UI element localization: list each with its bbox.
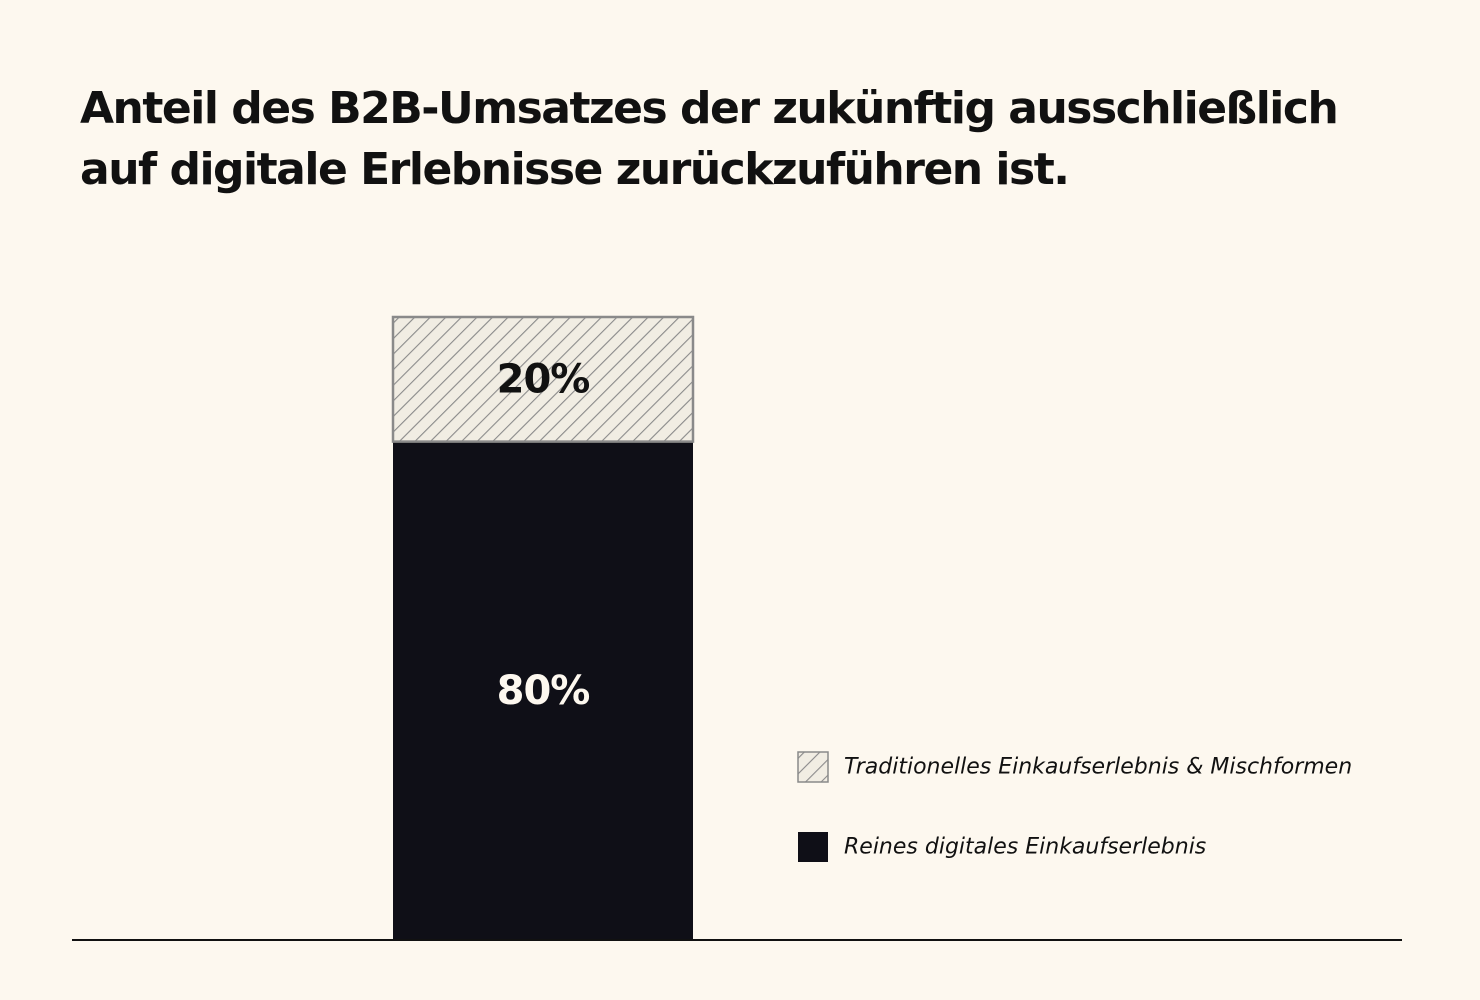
chart-title-line-2: auf digitale Erlebnisse zurückzuführen i… [80, 144, 1070, 195]
bar-segment-traditional [391, 315, 695, 443]
chart-title-line-1: Anteil des B2B-Umsatzes der zukünftig au… [80, 83, 1339, 134]
bars: 80% 20% [391, 315, 695, 940]
legend-label-digital: Reines digitales Einkaufserlebnis [844, 835, 1206, 860]
data-label-traditional: 20% [497, 356, 590, 402]
legend-swatch-traditional [797, 751, 829, 783]
legend-label-traditional: Traditionelles Einkaufserlebnis & Mischf… [844, 755, 1352, 780]
chart-title: Anteil des B2B-Umsatzes der zukünftig au… [80, 78, 1420, 200]
data-label-digital: 80% [497, 668, 590, 714]
legend-swatch-digital [798, 832, 828, 862]
legend: Traditionelles Einkaufserlebnis & Mischf… [797, 751, 1352, 862]
bar-segment-digital [393, 441, 693, 940]
